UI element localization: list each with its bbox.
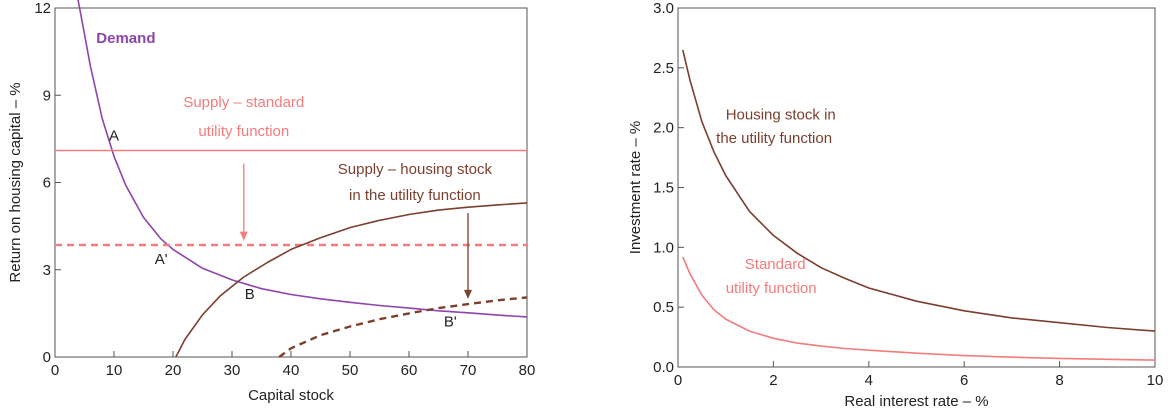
annotation-label: A	[109, 127, 119, 144]
x-tick-label: 20	[165, 362, 182, 379]
x-tick-label: 4	[865, 372, 873, 389]
y-tick-label: 3.0	[653, 0, 674, 17]
annotation-label: Supply – housing stock	[338, 161, 493, 178]
x-tick-label: 2	[769, 372, 777, 389]
annotation-label: Demand	[96, 30, 155, 47]
y-tick-label: 0	[43, 349, 51, 366]
shift-arrow-head	[464, 289, 472, 299]
annotation-label: A'	[155, 251, 168, 268]
y-tick-label: 0.0	[653, 359, 674, 376]
series-line-4	[278, 296, 528, 358]
series-line-0	[77, 0, 528, 318]
x-tick-label: 30	[224, 362, 241, 379]
annotation-label: utility function	[726, 280, 817, 297]
y-tick-label: 9	[43, 87, 51, 104]
annotation-label: the utility function	[716, 130, 832, 147]
left-chart-capital-stock: 0 10 20 30 40 50 60 70 80 0 3 6 9 12 Capital stock Retu…	[7, 0, 535, 404]
x-tick-label: 10	[1147, 372, 1164, 389]
annotation-label: B	[245, 286, 255, 303]
x-tick-label: 50	[342, 362, 359, 379]
x-tick-label: 70	[460, 362, 477, 379]
y-axis-label: Return on housing capital – %	[7, 82, 24, 282]
y-tick-label: 3	[43, 262, 51, 279]
y-tick-label: 1.5	[653, 180, 674, 197]
shift-arrow-head	[239, 231, 248, 241]
y-tick-label: 12	[34, 0, 51, 17]
annotation-label: in the utility function	[349, 187, 481, 204]
x-tick-label: 0	[674, 372, 682, 389]
series-line-3	[175, 202, 528, 358]
series-line-1	[682, 256, 1156, 361]
x-tick-label: 0	[51, 362, 59, 379]
y-tick-label: 6	[43, 175, 51, 192]
x-tick-label: 8	[1055, 372, 1063, 389]
annotation-label: Housing stock in	[726, 106, 836, 123]
annotation-label: utility function	[198, 123, 289, 140]
y-tick-label: 0.5	[653, 299, 674, 316]
y-tick-label: 2.0	[653, 120, 674, 137]
y-tick-label: 2.5	[653, 60, 674, 77]
x-axis-label: Real interest rate – %	[844, 393, 988, 410]
annotation-label: Supply – standard	[183, 94, 304, 111]
annotation-label: B'	[444, 313, 457, 330]
x-tick-label: 80	[519, 362, 536, 379]
series-line-0	[682, 49, 1156, 332]
plot-frame	[677, 7, 1156, 368]
x-tick-label: 60	[401, 362, 418, 379]
y-axis-label: Investment rate – %	[627, 121, 644, 254]
y-tick-label: 1.0	[653, 239, 674, 256]
x-axis-label: Capital stock	[248, 387, 334, 404]
x-tick-label: 10	[106, 362, 123, 379]
right-chart-investment-rate: 0 2 4 6 8 10 0.0 0.5 1.0 1.5 2.0 2.5 3.0 Real interes…	[627, 0, 1163, 410]
x-tick-label: 6	[960, 372, 968, 389]
annotation-label: Standard	[745, 256, 806, 273]
x-tick-label: 40	[283, 362, 300, 379]
